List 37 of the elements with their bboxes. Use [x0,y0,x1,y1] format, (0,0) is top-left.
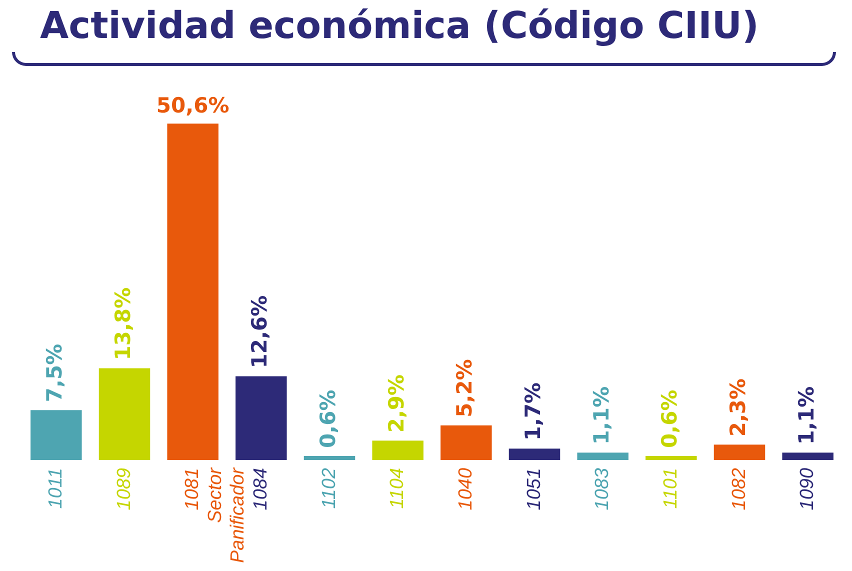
bar [372,440,424,460]
bar [304,456,356,460]
x-tick-label: 1011 [45,468,66,509]
data-label: 1,1% [589,386,614,445]
chart-title: Actividad económica (Código CIIU) [40,4,759,47]
data-label: 12,6% [248,295,272,368]
bar [167,124,218,460]
x-tick-label: 1084 [250,468,272,510]
bar [646,456,697,460]
data-label: 2,9% [384,374,408,433]
x-tick-label: 1104 [387,468,408,509]
data-label: 1,7% [520,382,545,441]
x-tick-label: 1082 [728,468,750,510]
data-label: 5,2% [452,359,477,418]
bar [440,425,492,460]
data-label: 0,6% [316,390,340,448]
data-label: 2,3% [726,378,750,437]
x-tick-label: 1101 [660,468,682,509]
x-tick-label: 1089 [114,468,135,510]
x-tick-label: 1090 [797,468,818,510]
data-label: 0,6% [658,390,682,448]
bar [30,410,82,460]
data-label: 7,5% [42,344,67,402]
data-label: 1,1% [794,386,818,445]
data-label: 50,6% [156,94,230,118]
x-tick-label: 1102 [318,468,340,509]
bar [782,452,834,460]
bar [714,444,766,460]
x-tick-label: 1051 [524,468,545,510]
x-tick-label: 1083 [592,468,614,510]
x-tick-label: 1040 [455,468,476,510]
x-tick-label: 1081 Sector Panificador [182,467,249,564]
bar [236,376,287,460]
bar [98,368,150,460]
data-label: 13,8% [110,287,135,360]
bar [577,452,628,460]
bar [508,448,560,460]
